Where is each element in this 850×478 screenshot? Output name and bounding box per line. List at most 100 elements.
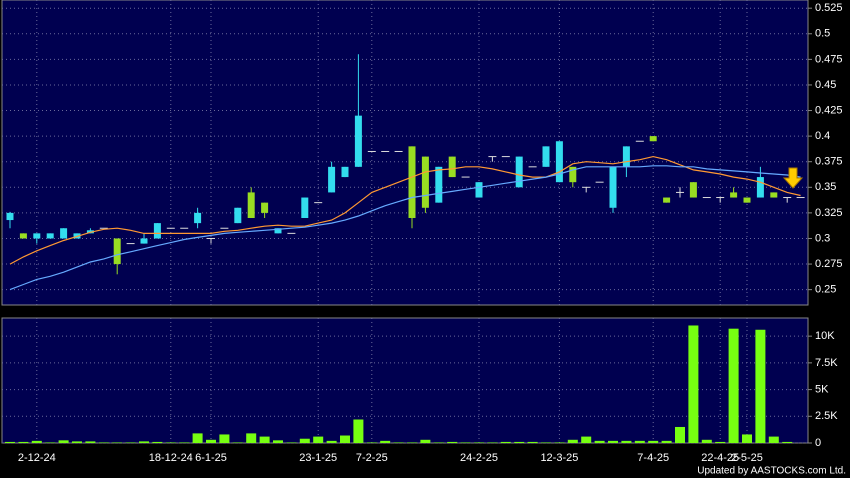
volume-bar	[152, 441, 163, 443]
volume-bar	[527, 441, 538, 443]
candle-body	[274, 228, 282, 234]
candle-body	[140, 238, 148, 244]
candle-body	[60, 228, 68, 239]
volume-bar	[219, 434, 230, 443]
volume-bar	[447, 441, 458, 443]
volume-panel	[1, 317, 809, 444]
candle-body	[622, 146, 630, 167]
y-tick-label: 10K	[815, 330, 835, 342]
y-tick-label: 0.35	[815, 181, 836, 193]
volume-bar	[541, 442, 551, 443]
y-tick-label: 5K	[815, 383, 829, 395]
volume-bar	[567, 439, 578, 443]
volume-bar	[112, 442, 123, 443]
candle-body	[261, 202, 269, 213]
candle-body	[328, 166, 336, 193]
volume-bar	[31, 440, 42, 443]
volume-bar	[85, 441, 96, 443]
candle-body	[408, 146, 416, 219]
volume-bar	[98, 442, 109, 443]
candle-body	[663, 197, 671, 203]
y-tick-label: 0.275	[815, 258, 843, 270]
volume-bar	[232, 442, 243, 443]
candle-body	[435, 166, 443, 203]
candle-body	[555, 141, 563, 183]
candle-body	[354, 115, 362, 167]
volume-bar	[661, 440, 672, 443]
x-tick-label: 7-4-25	[637, 452, 669, 464]
candle-body	[475, 182, 483, 198]
candle-body	[194, 212, 202, 224]
volume-bar	[366, 442, 377, 443]
volume-bar	[326, 440, 337, 443]
volume-bar	[407, 442, 417, 443]
y-tick-label: 0	[815, 437, 821, 449]
volume-bar	[353, 419, 364, 443]
volume-bar	[72, 441, 82, 443]
candle-body	[569, 166, 577, 183]
candle-body	[234, 207, 242, 224]
moving-average-line	[9, 155, 801, 265]
candle-body	[609, 166, 617, 208]
volume-bar	[675, 426, 685, 443]
volume-bar	[192, 433, 203, 443]
candle-body	[542, 146, 550, 167]
volume-bar	[206, 439, 216, 443]
candle-body	[515, 156, 523, 188]
volume-bar	[621, 440, 632, 443]
volume-bar	[5, 441, 15, 443]
volume-bar	[380, 440, 391, 443]
candle-body	[46, 233, 54, 239]
candle-body	[421, 156, 429, 208]
volume-bar	[340, 435, 350, 443]
y-tick-label: 0.3	[815, 232, 830, 244]
y-tick-label: 7.5K	[815, 357, 838, 369]
volume-bar	[165, 442, 176, 443]
volume-bar	[648, 440, 659, 443]
volume-bar	[715, 441, 726, 443]
price-panel	[1, 0, 809, 306]
candle-body	[301, 197, 309, 219]
volume-bar	[554, 442, 565, 443]
y-tick-label: 0.475	[815, 53, 843, 65]
volume-bar	[313, 436, 324, 443]
moving-average-line	[9, 165, 801, 291]
volume-bar	[742, 434, 752, 443]
volume-bar	[299, 438, 310, 443]
candle-body	[730, 192, 738, 198]
candle-body	[6, 212, 14, 221]
y-tick-label: 0.425	[815, 104, 843, 116]
x-tick-label: 22-4-25	[701, 452, 739, 464]
candle-body	[153, 223, 161, 239]
candle-body	[341, 166, 349, 178]
volume-bar	[246, 433, 257, 443]
x-tick-label: 6-1-25	[195, 452, 227, 464]
x-tick-label: 18-12-24	[149, 452, 193, 464]
candle-body	[689, 182, 697, 198]
volume-bar	[487, 442, 498, 443]
volume-bar	[701, 439, 712, 443]
footer: Updated by AASTOCKS.com Ltd.	[697, 466, 846, 477]
x-tick-label: 12-3-25	[540, 452, 578, 464]
candle-body	[770, 192, 778, 198]
y-tick-label: 2.5K	[815, 410, 838, 422]
volume-bar	[474, 442, 484, 443]
volume-bar	[581, 436, 592, 443]
volume-bar	[259, 436, 270, 443]
y-tick-label: 0.45	[815, 79, 836, 91]
volume-bar	[634, 440, 645, 443]
candle-body	[448, 156, 456, 178]
volume-bar	[608, 440, 618, 443]
candle-body	[33, 233, 41, 239]
volume-bar	[273, 440, 283, 443]
volume-bar	[755, 329, 766, 443]
x-tick-label: 2-12-24	[18, 452, 56, 464]
volume-bar	[139, 441, 149, 443]
x-tick-label: 2-5-25	[731, 452, 763, 464]
candle-body	[743, 197, 751, 203]
y-tick-label: 0.5	[815, 28, 830, 40]
volume-bar	[179, 442, 190, 443]
volume-bar	[768, 436, 779, 443]
x-tick-label: 24-2-25	[460, 452, 498, 464]
